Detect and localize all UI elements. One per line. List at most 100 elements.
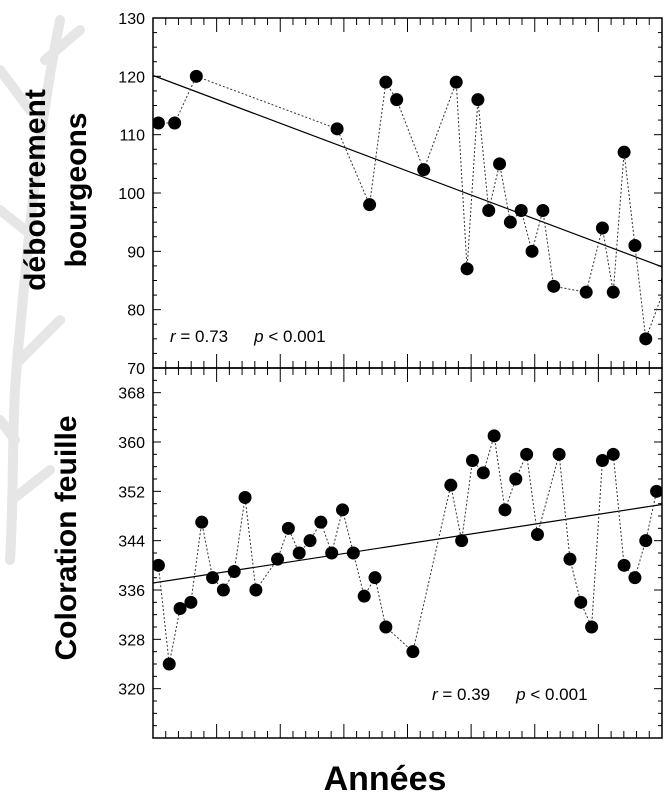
top-plot-area bbox=[153, 69, 662, 346]
top-data-point bbox=[514, 204, 528, 217]
bottom-data-point bbox=[487, 429, 501, 443]
bottom-data-point bbox=[563, 552, 577, 566]
top-data-point bbox=[379, 75, 393, 89]
bottom-data-point bbox=[162, 657, 176, 671]
bottom-data-point bbox=[195, 515, 209, 529]
top-y-tick-label: 120 bbox=[118, 69, 145, 86]
top-y-tick-label: 90 bbox=[127, 244, 145, 261]
top-plot-frame bbox=[152, 17, 663, 369]
bottom-plot-frame bbox=[152, 367, 663, 739]
top-y-tick-label: 110 bbox=[119, 128, 145, 145]
bottom-p-symbol: p bbox=[515, 685, 525, 704]
bottom-p-value: < 0.001 bbox=[526, 685, 588, 704]
bottom-data-point bbox=[368, 571, 382, 585]
bottom-r-symbol: r bbox=[432, 685, 439, 704]
bottom-data-point bbox=[617, 558, 631, 572]
top-data-point bbox=[153, 116, 165, 130]
top-data-point bbox=[628, 239, 642, 252]
top-data-point bbox=[660, 276, 662, 285]
top-data-point bbox=[493, 157, 507, 171]
top-data-point bbox=[639, 332, 653, 346]
top-data-point bbox=[579, 285, 593, 299]
top-data-point bbox=[525, 244, 539, 258]
bottom-data-point bbox=[271, 552, 285, 566]
top-data-point bbox=[168, 116, 182, 130]
bottom-y-tick-label: 352 bbox=[118, 484, 145, 501]
bottom-data-point bbox=[628, 571, 642, 585]
top-data-point bbox=[536, 204, 550, 217]
top-stats-annotation: r = 0.73 p < 0.001 bbox=[170, 327, 326, 346]
top-y-tick-label: 100 bbox=[118, 186, 145, 203]
top-panel: 70 80 90 100 110 120 130 r = 0.73 p < 0.001 bbox=[118, 11, 663, 378]
bottom-data-point bbox=[206, 571, 220, 585]
bottom-ylabel: Coloration feuille bbox=[50, 415, 83, 660]
top-r-symbol: r bbox=[170, 327, 177, 346]
top-ylabel: débourrement bourgeons bbox=[19, 89, 93, 291]
top-data-point bbox=[363, 198, 377, 212]
bottom-data-point bbox=[465, 454, 479, 467]
bottom-data-point bbox=[498, 503, 512, 517]
bottom-data-point bbox=[476, 466, 490, 480]
bottom-data-point bbox=[303, 534, 317, 548]
top-data-point bbox=[390, 93, 404, 107]
bottom-y-tick-label: 328 bbox=[118, 632, 145, 649]
bottom-data-point bbox=[509, 472, 523, 486]
bottom-data-point bbox=[346, 546, 360, 560]
top-p-symbol: p bbox=[253, 327, 263, 346]
x-axis-label: Années bbox=[324, 760, 447, 798]
bottom-series-line bbox=[157, 435, 658, 665]
bottom-data-point bbox=[336, 503, 350, 517]
bottom-data-point bbox=[520, 447, 534, 461]
bottom-data-point bbox=[314, 515, 328, 529]
top-data-point bbox=[330, 122, 344, 136]
bottom-data-point bbox=[585, 620, 599, 634]
bottom-data-point bbox=[292, 546, 306, 560]
top-series-line bbox=[158, 75, 662, 340]
top-trend-line bbox=[153, 74, 662, 268]
bottom-panel: 320 328 336 344 352 360 368 r = 0.39 p < 0.001 bbox=[118, 367, 663, 739]
bottom-data-point bbox=[173, 602, 187, 615]
top-ylabel-line1: débourrement bbox=[19, 89, 52, 291]
top-y-tick-label: 80 bbox=[127, 303, 145, 320]
bottom-y-tick-label: 360 bbox=[118, 435, 145, 452]
bottom-data-point bbox=[552, 447, 566, 461]
bottom-data-point bbox=[406, 645, 420, 659]
top-data-point bbox=[595, 221, 609, 235]
bottom-y-tick-label: 320 bbox=[118, 682, 145, 699]
top-data-point bbox=[606, 285, 620, 299]
top-data-point bbox=[503, 215, 517, 229]
top-data-point bbox=[460, 262, 474, 276]
top-y-tick-label: 130 bbox=[118, 11, 145, 28]
bottom-r-value: = 0.39 bbox=[438, 685, 490, 704]
top-y-tick-label: 70 bbox=[127, 361, 145, 378]
top-data-point bbox=[617, 145, 631, 159]
bottom-y-tick-label: 344 bbox=[118, 534, 145, 551]
top-ylabel-line2: bourgeons bbox=[60, 113, 93, 268]
top-data-point bbox=[417, 163, 431, 177]
top-data-point bbox=[482, 204, 496, 217]
bottom-y-tick-label: 336 bbox=[118, 583, 145, 600]
bottom-data-point bbox=[357, 589, 371, 603]
bottom-data-point bbox=[530, 528, 544, 541]
bottom-data-point bbox=[325, 546, 339, 560]
bottom-y-tick-label: 368 bbox=[118, 386, 145, 403]
bottom-data-point bbox=[574, 595, 588, 609]
bottom-trend-line bbox=[153, 503, 662, 584]
bottom-data-point bbox=[249, 583, 263, 597]
top-r-value: = 0.73 bbox=[176, 327, 228, 346]
bottom-data-point bbox=[650, 484, 662, 498]
top-data-point bbox=[449, 75, 463, 89]
top-p-value: < 0.001 bbox=[264, 327, 326, 346]
bottom-data-point bbox=[455, 534, 469, 548]
bottom-data-point bbox=[444, 478, 458, 492]
top-data-point bbox=[471, 93, 485, 107]
bottom-plot-area bbox=[153, 429, 662, 671]
bottom-data-point bbox=[606, 447, 620, 461]
bottom-data-point bbox=[595, 454, 609, 467]
top-data-point bbox=[189, 69, 203, 83]
bottom-data-point bbox=[227, 565, 241, 578]
bottom-data-point bbox=[184, 595, 198, 609]
bottom-data-point bbox=[238, 491, 252, 504]
top-data-point bbox=[547, 279, 561, 293]
